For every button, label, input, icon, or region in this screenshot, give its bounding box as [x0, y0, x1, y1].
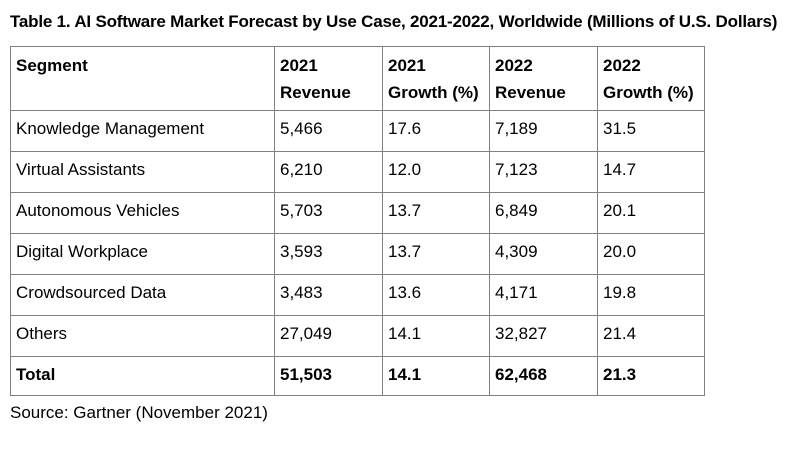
header-cell-1: 2021 Revenue — [274, 46, 383, 111]
segment-cell: Autonomous Vehicles — [10, 192, 275, 234]
value-cell: 27,049 — [274, 315, 383, 357]
value-cell: 31.5 — [597, 110, 705, 152]
table-title: Table 1. AI Software Market Forecast by … — [10, 12, 778, 31]
source-note: Source: Gartner (November 2021) — [10, 403, 268, 422]
value-cell: 4,309 — [489, 233, 598, 275]
value-cell: 6,210 — [274, 151, 383, 193]
value-cell: 14.7 — [597, 151, 705, 193]
table-row: Digital Workplace 3,593 13.7 4,309 20.0 — [10, 233, 705, 275]
value-cell: 32,827 — [489, 315, 598, 357]
segment-cell: Digital Workplace — [10, 233, 275, 275]
segment-cell: Knowledge Management — [10, 110, 275, 152]
value-cell: 14.1 — [382, 315, 490, 357]
value-cell: 13.7 — [382, 233, 490, 275]
value-cell: 3,593 — [274, 233, 383, 275]
segment-cell: Total — [10, 356, 275, 396]
value-cell: 62,468 — [489, 356, 598, 396]
table-row: Crowdsourced Data 3,483 13.6 4,171 19.8 — [10, 274, 705, 316]
segment-cell: Crowdsourced Data — [10, 274, 275, 316]
value-cell: 20.1 — [597, 192, 705, 234]
header-cell-3: 2022 Revenue — [489, 46, 598, 111]
table-row: Virtual Assistants 6,210 12.0 7,123 14.7 — [10, 151, 705, 193]
value-cell: 5,703 — [274, 192, 383, 234]
table-body: Knowledge Management 5,466 17.6 7,189 31.5 Vi… — [10, 110, 705, 396]
value-cell: 6,849 — [489, 192, 598, 234]
header-cell-2: 2021 Growth (%) — [382, 46, 490, 111]
value-cell: 14.1 — [382, 356, 490, 396]
value-cell: 20.0 — [597, 233, 705, 275]
value-cell: 17.6 — [382, 110, 490, 152]
header-cell-0: Segment — [10, 46, 275, 111]
table-row: Others 27,049 14.1 32,827 21.4 — [10, 315, 705, 357]
value-cell: 3,483 — [274, 274, 383, 316]
value-cell: 19.8 — [597, 274, 705, 316]
value-cell: 21.3 — [597, 356, 705, 396]
header-row: Segment 2021 Revenue 2021 Growth (%) 2022 R… — [10, 46, 705, 111]
header-cell-4: 2022 Growth (%) — [597, 46, 705, 111]
value-cell: 7,123 — [489, 151, 598, 193]
value-cell: 7,189 — [489, 110, 598, 152]
table-row: Autonomous Vehicles 5,703 13.7 6,849 20.1 — [10, 192, 705, 234]
total-row: Total 51,503 14.1 62,468 21.3 — [10, 356, 705, 396]
value-cell: 51,503 — [274, 356, 383, 396]
forecast-table: Segment 2021 Revenue 2021 Growth (%) 2022 R… — [10, 46, 705, 396]
value-cell: 13.7 — [382, 192, 490, 234]
segment-cell: Virtual Assistants — [10, 151, 275, 193]
table-row: Knowledge Management 5,466 17.6 7,189 31.5 — [10, 110, 705, 152]
segment-cell: Others — [10, 315, 275, 357]
value-cell: 5,466 — [274, 110, 383, 152]
table-header: Segment 2021 Revenue 2021 Growth (%) 2022 R… — [10, 46, 705, 111]
value-cell: 4,171 — [489, 274, 598, 316]
value-cell: 13.6 — [382, 274, 490, 316]
value-cell: 12.0 — [382, 151, 490, 193]
value-cell: 21.4 — [597, 315, 705, 357]
